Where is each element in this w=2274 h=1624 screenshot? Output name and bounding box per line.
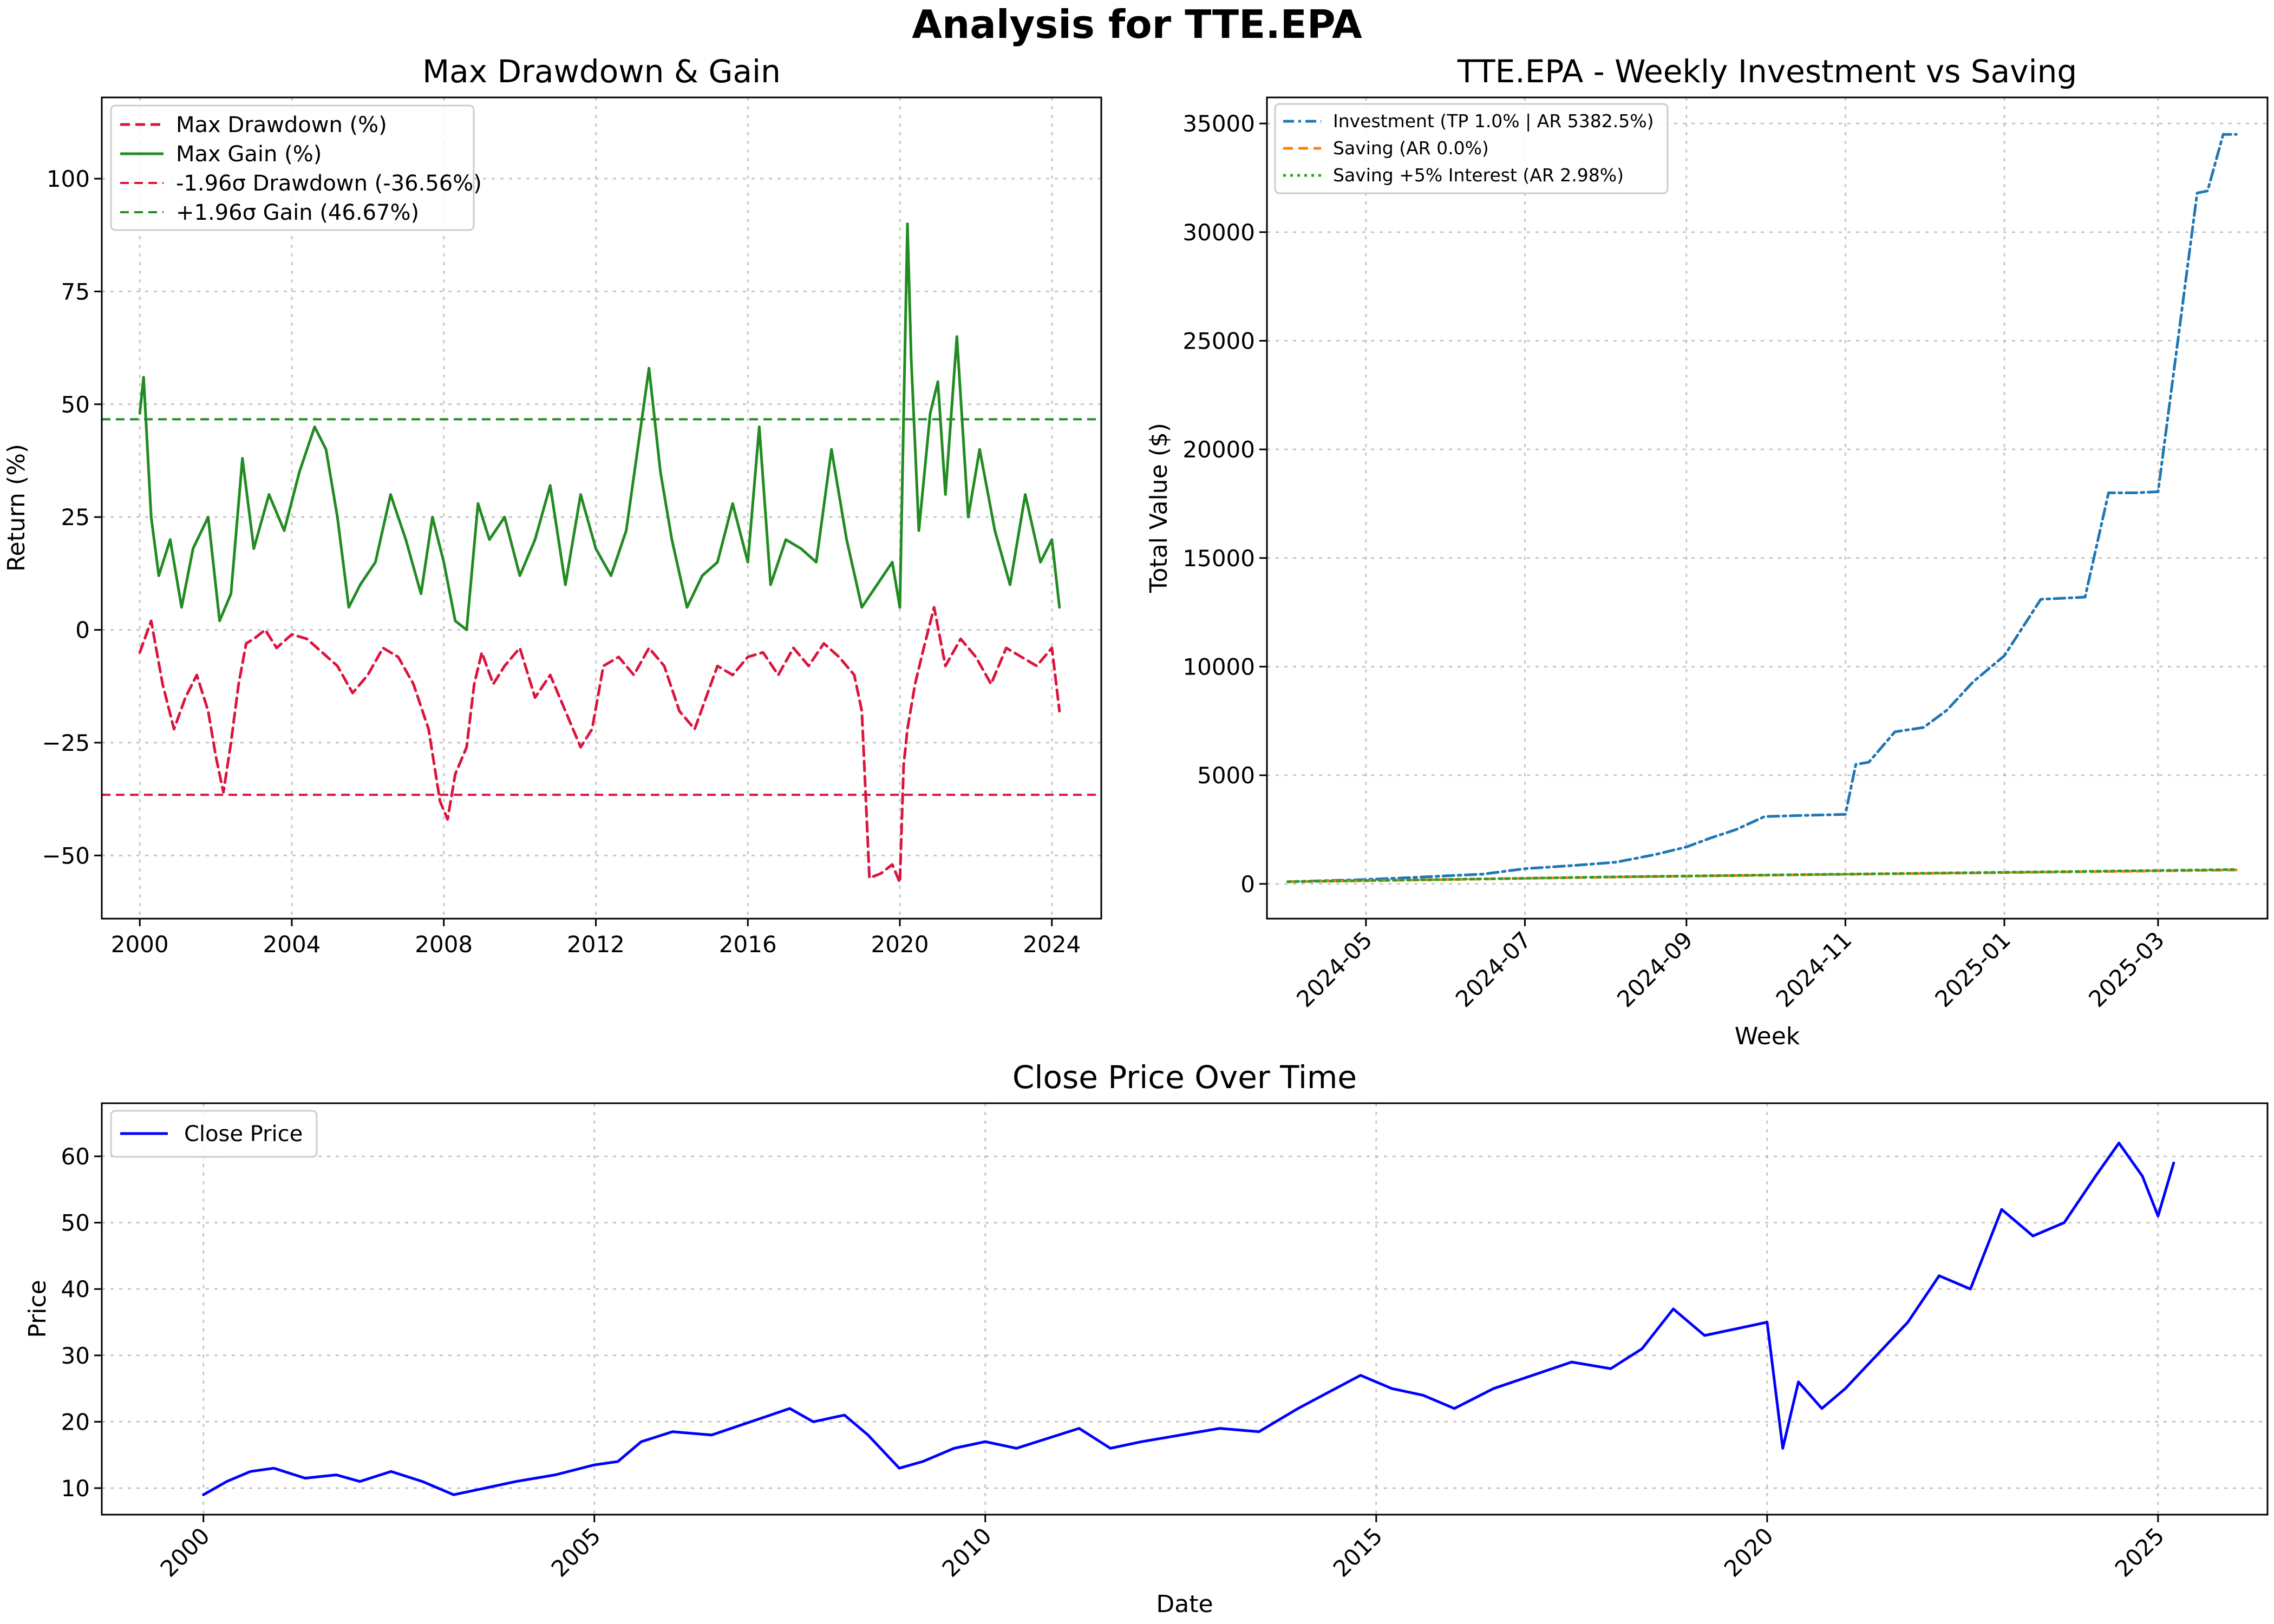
investment-saving-series-line-2 (1286, 868, 2238, 883)
close-price-ytick-label: 50 (61, 1210, 90, 1236)
investment-saving-ytick-label: 0 (1240, 871, 1255, 898)
investment-saving-xtick-label: 2025-01 (1930, 926, 2016, 1012)
legend-label-saving: Saving (AR 0.0%) (1333, 137, 1489, 159)
investment-saving-ytick-label: 30000 (1182, 219, 1255, 246)
close-price-xtick-label: 2025 (2110, 1522, 2170, 1582)
legend-label-gain-threshold: +1.96σ Gain (46.67%) (176, 200, 419, 225)
investment-saving-ytick-label: 35000 (1182, 110, 1255, 137)
drawdown-gain-xtick-label: 2020 (871, 931, 929, 958)
close-price-ytick-label: 10 (61, 1475, 90, 1502)
close-price-xtick-label: 2015 (1328, 1522, 1388, 1582)
drawdown-gain-chart: Max Drawdown & Gain 2000 2004 2008 2012 2016… (3, 53, 1102, 958)
investment-saving-xtick-label: 2024-11 (1771, 926, 1857, 1012)
legend-label-drawdown-threshold: -1.96σ Drawdown (-36.56%) (176, 171, 482, 196)
drawdown-gain-ytick-label: 75 (61, 278, 90, 305)
investment-saving-ylabel: Total Value ($) (1145, 423, 1173, 593)
close-price-chart: Close Price Over Time 2000 2005 2010 2015 20… (24, 1059, 2269, 1618)
drawdown-gain-ytick-label: 100 (47, 166, 90, 192)
close-price-xlabel: Date (1156, 1590, 1213, 1618)
drawdown-gain-ytick-label: −50 (42, 842, 90, 869)
close-price-xtick-label: 2000 (155, 1522, 215, 1582)
legend-label-close-price: Close Price (184, 1122, 303, 1147)
investment-saving-grid (1267, 97, 2268, 919)
investment-saving-xtick-label: 2025-03 (2083, 926, 2170, 1012)
close-price-series-line-0 (202, 1142, 2175, 1496)
investment-saving-ytick-label: 15000 (1182, 545, 1255, 572)
investment-saving-frame (1266, 96, 2269, 920)
drawdown-gain-ytick-label: 25 (61, 504, 90, 531)
drawdown-gain-ylabel: Return (%) (3, 444, 30, 572)
drawdown-gain-xtick-label: 2008 (415, 931, 473, 958)
investment-saving-title: TTE.EPA - Weekly Investment vs Saving (1457, 53, 2077, 90)
legend-label-investment: Investment (TP 1.0% | AR 5382.5%) (1333, 110, 1654, 132)
investment-saving-xtick-label: 2024-05 (1291, 926, 1377, 1012)
investment-saving-series-line-0 (1286, 133, 2238, 883)
investment-saving-plot-area (1286, 133, 2238, 883)
legend-box (1274, 103, 1669, 194)
close-price-xtick-label: 2010 (937, 1522, 997, 1582)
drawdown-gain-legend: Max Drawdown (%) Max Gain (%) -1.96σ Dra… (110, 104, 482, 231)
close-price-ytick-label: 60 (61, 1143, 90, 1170)
legend-label-drawdown: Max Drawdown (%) (176, 113, 387, 137)
drawdown-gain-title: Max Drawdown & Gain (422, 53, 781, 90)
close-price-xtick-label: 2005 (546, 1522, 606, 1582)
investment-saving-xtick-label: 2024-07 (1450, 926, 1537, 1012)
close-price-xtick-label: 2020 (1719, 1522, 1779, 1582)
drawdown-gain-xtick-label: 2016 (719, 931, 777, 958)
close-price-ticks: 2000 2005 2010 2015 2020 2025 10 20 30 40 50 60 (61, 1143, 2170, 1582)
legend-box (110, 104, 475, 231)
close-price-grid (102, 1103, 2268, 1515)
drawdown-gain-xtick-label: 2024 (1023, 931, 1081, 958)
figure-title: Analysis for TTE.EPA (912, 2, 1362, 47)
close-price-plot-area (202, 1142, 2175, 1496)
drawdown-gain-xtick-label: 2004 (263, 931, 321, 958)
investment-saving-xtick-label: 2024-09 (1612, 926, 1698, 1012)
drawdown-gain-grid (102, 97, 1101, 919)
drawdown-gain-xtick-label: 2012 (567, 931, 625, 958)
drawdown-gain-ytick-label: 50 (61, 391, 90, 418)
legend-label-saving-interest: Saving +5% Interest (AR 2.98%) (1333, 165, 1624, 186)
drawdown-gain-ytick-label: 0 (75, 617, 90, 644)
drawdown-gain-series-line-1 (138, 222, 1061, 631)
legend-box (110, 1110, 318, 1158)
drawdown-gain-ticks: 2000 2004 2008 2012 2016 2020 2024 −50 −25 0 25 50 7… (42, 166, 1081, 958)
drawdown-gain-ytick-label: −25 (42, 730, 90, 756)
close-price-legend: Close Price (110, 1110, 318, 1158)
investment-saving-ytick-label: 5000 (1197, 762, 1255, 789)
drawdown-gain-frame (101, 96, 1102, 920)
investment-saving-ytick-label: 25000 (1182, 328, 1255, 354)
close-price-title: Close Price Over Time (1012, 1059, 1357, 1096)
close-price-ytick-label: 20 (61, 1409, 90, 1435)
investment-saving-ytick-label: 10000 (1182, 653, 1255, 680)
drawdown-gain-plot-area (102, 222, 1101, 884)
investment-saving-legend: Investment (TP 1.0% | AR 5382.5%) Saving… (1274, 103, 1669, 194)
close-price-ylabel: Price (24, 1280, 51, 1338)
investment-saving-chart: TTE.EPA - Weekly Investment vs Saving 20… (1145, 53, 2269, 1050)
close-price-frame (101, 1102, 2269, 1516)
investment-saving-xlabel: Week (1735, 1023, 1800, 1050)
close-price-ytick-label: 30 (61, 1343, 90, 1369)
investment-saving-ytick-label: 20000 (1182, 436, 1255, 463)
close-price-ytick-label: 40 (61, 1276, 90, 1302)
drawdown-gain-series-line-0 (138, 606, 1061, 884)
drawdown-gain-xtick-label: 2000 (111, 931, 169, 958)
legend-label-gain: Max Gain (%) (176, 142, 322, 167)
